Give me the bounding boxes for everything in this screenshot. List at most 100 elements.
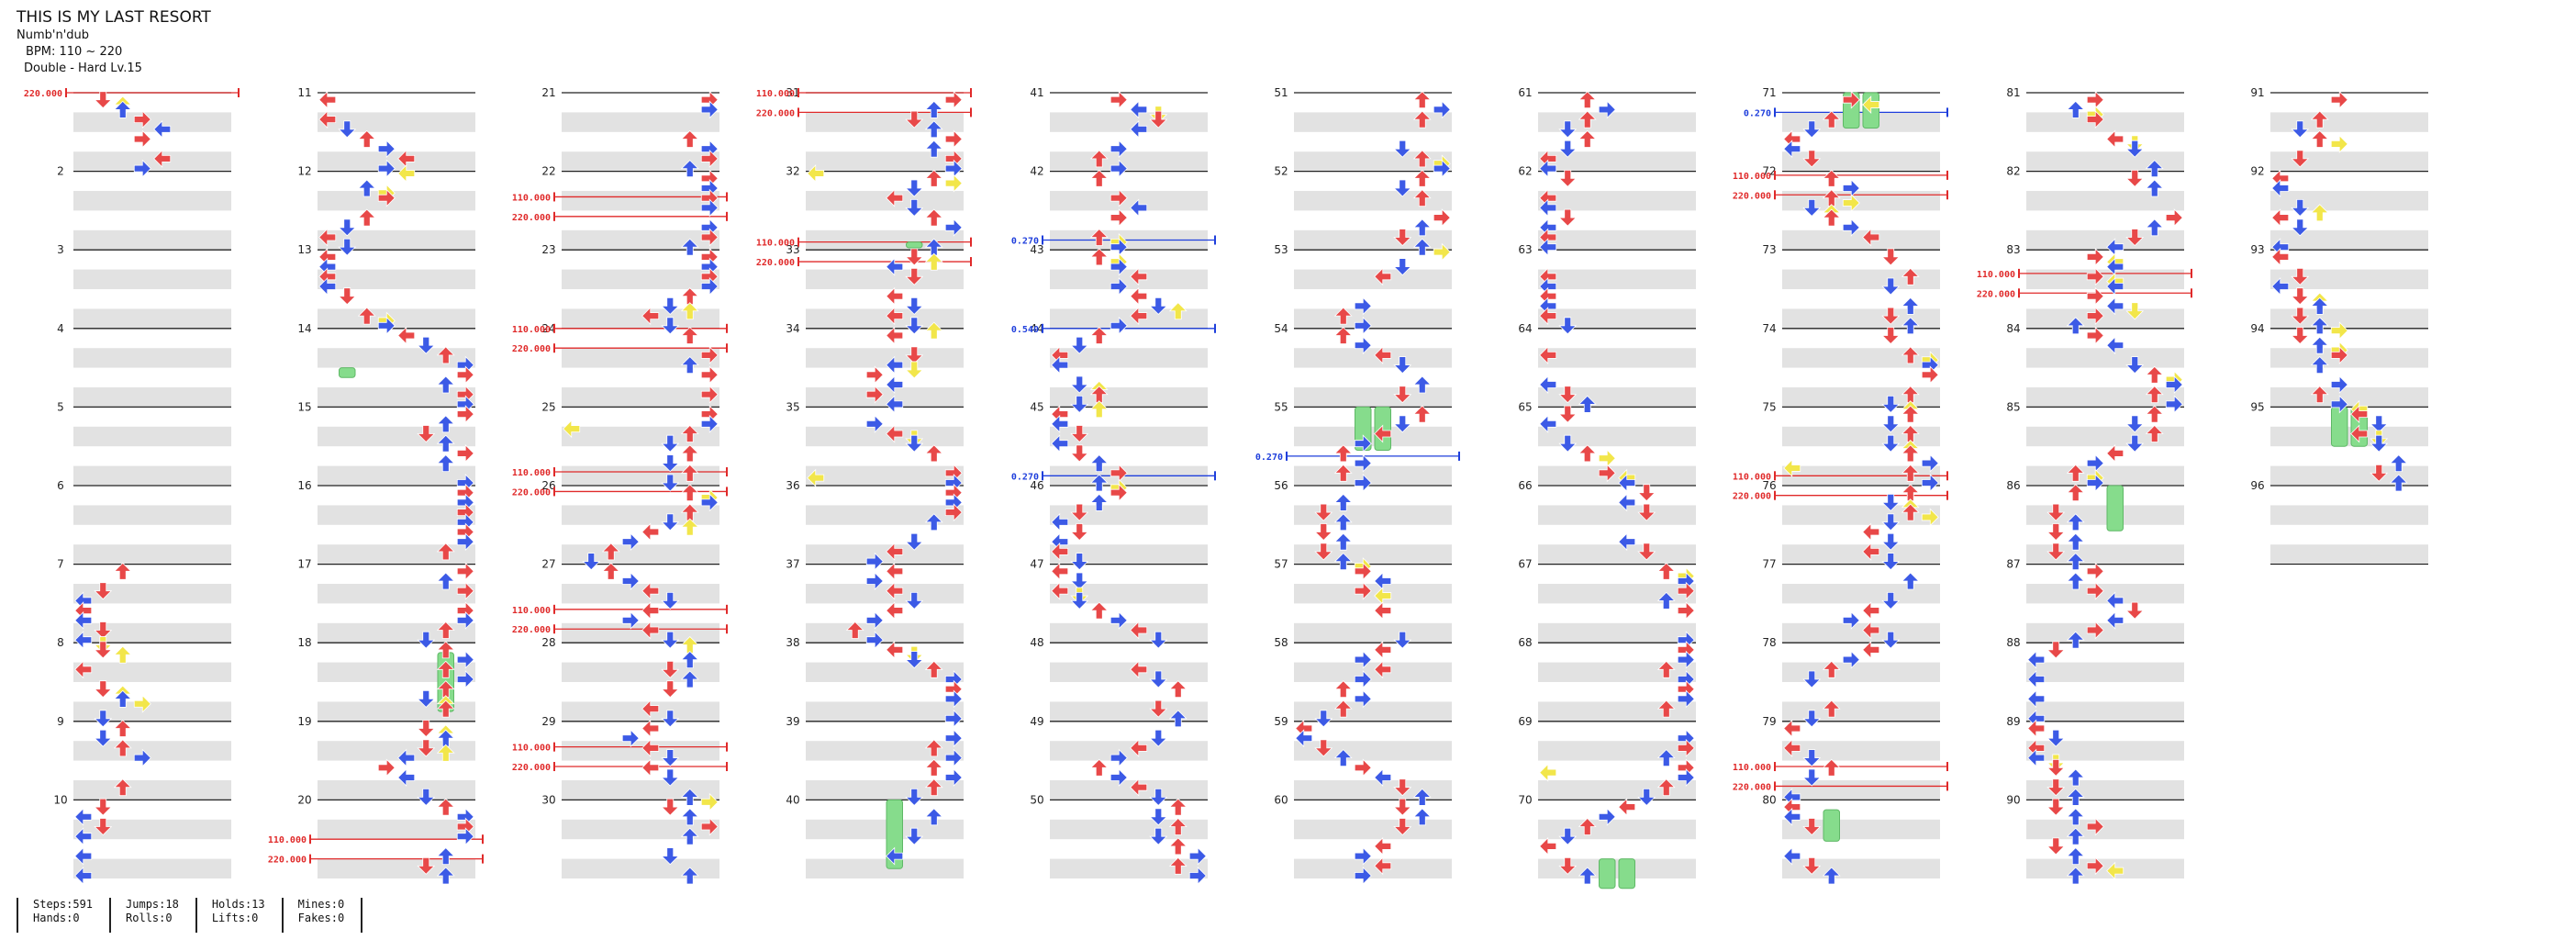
song-header: THIS IS MY LAST RESORT Numb'n'dub BPM: 1… (17, 7, 211, 77)
arrow-icon (417, 856, 436, 875)
beat-shade (1538, 348, 1696, 368)
beat-shade (318, 858, 475, 878)
arrow-icon (1558, 434, 1578, 453)
arrow-icon (1051, 355, 1069, 375)
arrow-icon (153, 119, 172, 139)
arrow-icon (680, 238, 699, 256)
beat-shade (318, 348, 475, 368)
arrow-icon (1354, 434, 1372, 453)
beat-shade (1050, 622, 1208, 643)
arrow-icon (456, 532, 474, 552)
bpm-change-label: 110.000 (512, 193, 551, 203)
beat-shade (1050, 544, 1208, 565)
arrow-icon (1637, 543, 1656, 561)
bpm-change-label: 110.000 (512, 606, 551, 616)
measure-number: 92 (2250, 165, 2264, 178)
measure-number: 87 (2006, 558, 2020, 571)
beat-shade (318, 191, 475, 211)
stat-holds: Holds:13 (211, 898, 265, 911)
beat-shade (1538, 622, 1696, 643)
stat-mines: Mines:0 (297, 898, 345, 911)
measure-number: 71 (1762, 86, 1776, 99)
measure-number: 69 (1518, 715, 1532, 728)
chart-stats: Steps:591 Hands:0 Jumps:18 Rolls:0 Holds… (17, 898, 363, 933)
arrow-icon (2066, 572, 2085, 590)
beat-shade (1294, 112, 1452, 132)
beat-shade (73, 269, 231, 289)
beat-shade (562, 544, 719, 565)
arrow-icon (133, 110, 151, 129)
measure-number: 75 (1762, 400, 1776, 413)
arrow-icon (886, 562, 904, 581)
measure-number: 14 (297, 322, 311, 335)
arrow-icon (1333, 699, 1353, 718)
arrow-icon (2165, 395, 2183, 414)
arrow-icon (1921, 474, 1939, 492)
arrow-icon (1149, 297, 1168, 315)
arrow-icon (1862, 228, 1880, 247)
measure-number: 88 (2006, 636, 2020, 649)
beat-shade (1294, 741, 1452, 761)
arrow-icon (2389, 454, 2408, 473)
beat-shade (1538, 151, 1696, 172)
arrow-icon (1656, 778, 1676, 797)
arrow-icon (1314, 503, 1333, 521)
arrow-icon (924, 444, 943, 463)
beat-shade (1050, 584, 1208, 604)
beat-shade (562, 308, 719, 329)
beat-shade (2026, 622, 2184, 643)
arrow-icon (1314, 710, 1333, 728)
arrow-icon (1089, 228, 1109, 246)
arrow-icon (2310, 297, 2329, 315)
arrow-icon (1314, 523, 1333, 542)
arrow-icon (680, 651, 699, 668)
arrow-icon (397, 768, 416, 787)
arrow-icon (113, 645, 132, 664)
beat-shade (1050, 701, 1208, 722)
arrow-icon (1881, 434, 1901, 453)
arrow-icon (2046, 837, 2066, 856)
measure-number: 79 (1762, 715, 1776, 728)
beat-shade (1050, 780, 1208, 800)
beat-shade (2026, 701, 2184, 722)
arrow-icon (641, 758, 660, 778)
arrow-icon (1333, 532, 1353, 551)
arrow-icon (357, 129, 376, 148)
arrow-icon (1051, 414, 1069, 433)
bpm-change-label: 110.000 (1733, 472, 1771, 482)
arrow-icon (1822, 169, 1841, 187)
arrow-icon (865, 631, 884, 650)
measure-number: 61 (1518, 86, 1532, 99)
arrow-icon (436, 543, 455, 561)
arrow-icon (1901, 346, 1920, 364)
arrow-icon (2271, 277, 2290, 296)
arrow-icon (417, 720, 436, 738)
beat-shade (1294, 191, 1452, 211)
beat-shade (318, 780, 475, 800)
beat-shade (2026, 544, 2184, 565)
arrow-icon (1578, 91, 1597, 109)
measure-number: 42 (1030, 165, 1043, 178)
arrow-icon (1130, 198, 1148, 218)
arrow-icon (865, 572, 884, 590)
arrow-icon (1168, 798, 1188, 816)
measure-number: 67 (1518, 558, 1532, 571)
beat-shade (1050, 191, 1208, 211)
arrow-icon (2165, 375, 2183, 394)
arrow-icon (1130, 286, 1148, 306)
arrow-icon (436, 621, 455, 639)
arrow-icon (2106, 277, 2124, 296)
arrow-icon (1558, 208, 1578, 227)
beat-shade (806, 269, 964, 289)
measure-number: 29 (541, 715, 555, 728)
beat-shade (318, 387, 475, 408)
arrow-icon (1354, 562, 1372, 581)
measure-number: 57 (1274, 558, 1288, 571)
measure-number: 91 (2250, 86, 2264, 99)
arrow-icon (1881, 513, 1901, 532)
beat-shade (1294, 308, 1452, 329)
arrow-icon (2125, 229, 2145, 247)
arrow-icon (1314, 739, 1333, 757)
arrow-icon (641, 738, 660, 757)
arrow-icon (2046, 758, 2066, 777)
